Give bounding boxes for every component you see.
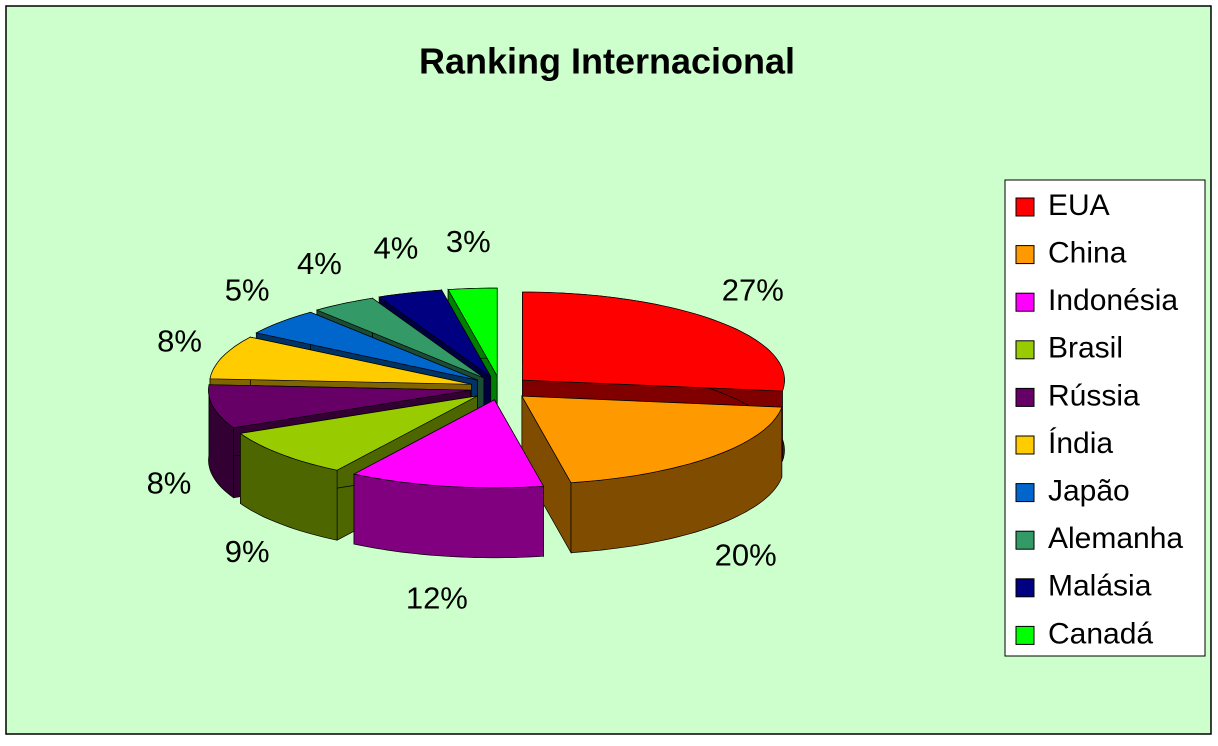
legend-label: China bbox=[1048, 237, 1127, 270]
legend-swatch bbox=[1015, 387, 1035, 407]
legend-swatch bbox=[1015, 197, 1035, 217]
legend-swatch bbox=[1015, 625, 1035, 645]
legend-swatch bbox=[1015, 530, 1035, 550]
legend-swatch bbox=[1015, 292, 1035, 312]
legend-swatch bbox=[1015, 245, 1035, 265]
legend-label: Índia bbox=[1048, 427, 1113, 460]
legend-swatch bbox=[1015, 340, 1035, 360]
legend bbox=[1004, 179, 1206, 657]
legend-swatch bbox=[1015, 435, 1035, 455]
legend-label: Rússia bbox=[1048, 379, 1140, 412]
data-label: 9% bbox=[225, 534, 270, 569]
data-label: 8% bbox=[147, 465, 192, 500]
slice bbox=[315, 297, 485, 379]
slice bbox=[447, 287, 498, 378]
data-label: 5% bbox=[225, 272, 270, 307]
legend-swatch bbox=[1015, 483, 1035, 503]
legend-label: Japão bbox=[1048, 475, 1130, 508]
slice bbox=[209, 336, 472, 385]
legend-label: Indonésia bbox=[1048, 284, 1178, 317]
chart-title: Ranking Internacional bbox=[419, 41, 795, 82]
data-label: 27% bbox=[722, 272, 784, 307]
legend-label: Malásia bbox=[1048, 570, 1152, 603]
legend-label: Brasil bbox=[1048, 332, 1123, 365]
slice bbox=[521, 395, 783, 484]
legend-label: Canadá bbox=[1048, 617, 1153, 650]
data-label: 12% bbox=[406, 581, 468, 616]
legend-swatch bbox=[1015, 578, 1035, 598]
data-label: 8% bbox=[157, 323, 202, 358]
legend-label: Alemanha bbox=[1048, 522, 1183, 555]
data-label: 20% bbox=[715, 537, 777, 572]
data-label: 3% bbox=[446, 224, 491, 259]
slice bbox=[208, 384, 471, 429]
data-label: 4% bbox=[373, 230, 418, 265]
slice bbox=[352, 399, 545, 489]
slice bbox=[239, 395, 478, 471]
slice bbox=[378, 289, 492, 377]
legend-label: EUA bbox=[1048, 189, 1110, 222]
slice bbox=[522, 291, 785, 392]
data-label: 4% bbox=[297, 246, 342, 281]
slice bbox=[255, 311, 478, 381]
